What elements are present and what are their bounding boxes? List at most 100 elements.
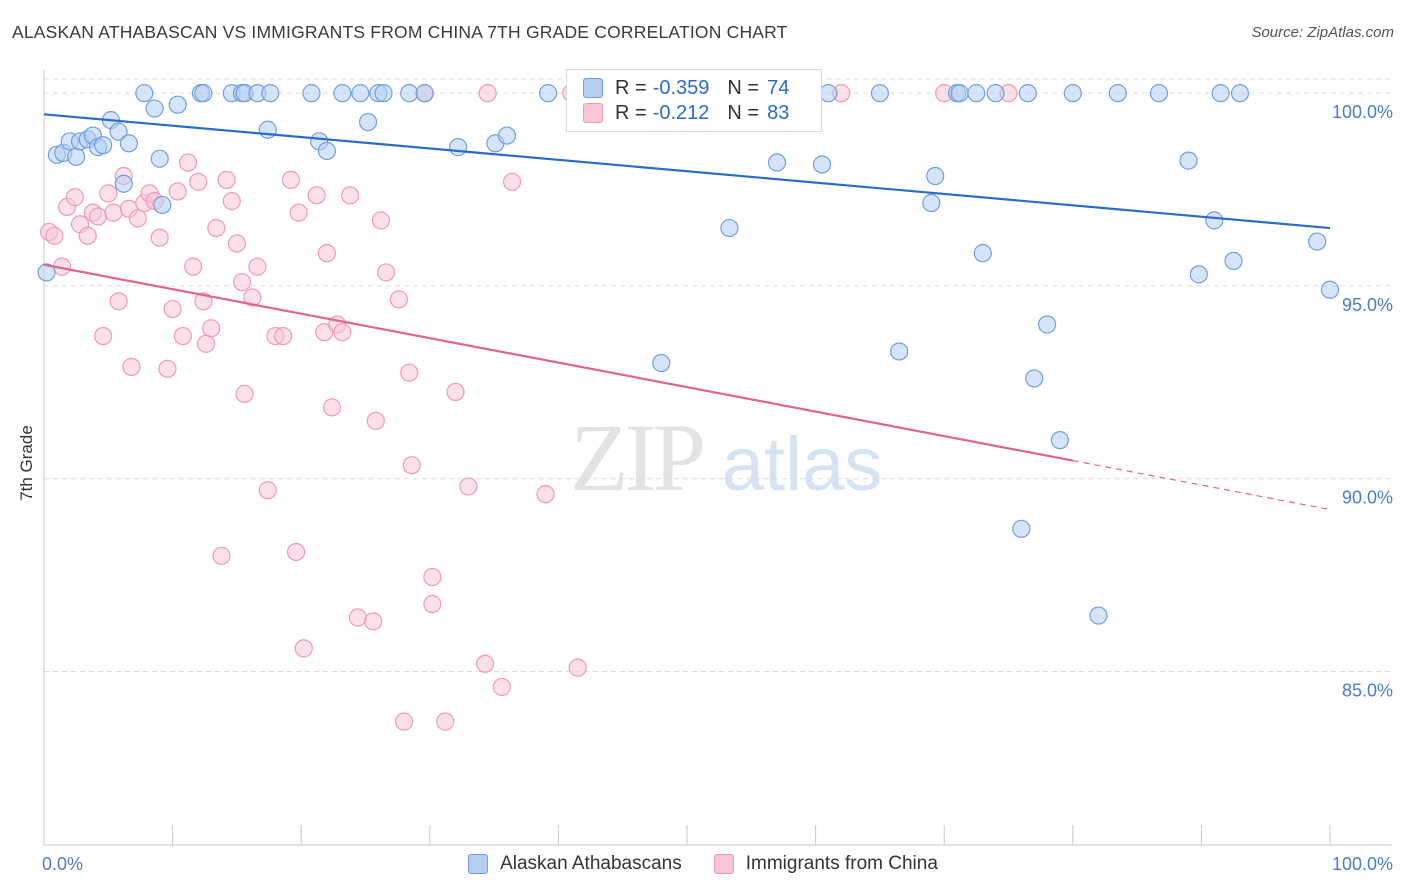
china-point [248,257,267,276]
athabascan-point [67,147,86,166]
athabascan-point [1189,265,1208,284]
x-tick-label: 100.0% [1332,854,1393,874]
athabascan-point [374,84,393,103]
legend-series-name: Immigrants from China [745,853,938,874]
china-point [446,382,465,402]
china-point [348,608,367,627]
athabascan-point [415,84,434,103]
china-point [400,363,419,382]
trend-line-0 [43,113,1331,230]
china-point [168,182,187,201]
athabascan-point [1308,232,1327,251]
china-point [394,712,414,731]
china-point [217,170,236,189]
china-point [150,228,169,247]
series-immigrants-from-china [40,84,1018,731]
china-point [104,203,123,222]
china-point [286,542,306,562]
athabascan-point [497,126,517,145]
athabascan-point [114,174,133,193]
series-alaskan-athabascans [37,84,1340,625]
athabascan-point [153,195,172,215]
athabascan-point [1108,84,1127,103]
trend-line-dashed-1 [1072,459,1331,511]
china-point [178,153,198,172]
athabascan-point [1050,431,1070,450]
china-point [536,485,555,504]
china-point [212,546,231,565]
watermark: ZIP atlas [570,404,882,511]
legend-r-label: R = [615,101,647,124]
y-axis-label: 7th Grade [17,425,36,501]
legend-series-name: Alaskan Athabascans [500,853,682,874]
athabascan-point [652,353,671,373]
source-label: Source: ZipAtlas.com [1251,24,1394,41]
china-point [389,290,409,309]
legend-swatch-pink [713,854,734,874]
china-point [184,257,203,276]
athabascan-point [358,112,378,132]
athabascan-point [922,193,941,213]
athabascan-point [926,166,945,186]
athabascan-point [1320,280,1340,299]
china-point [274,326,293,346]
china-point [173,326,192,346]
athabascan-point [1211,84,1230,103]
athabascan-point [94,136,113,155]
athabascan-point [351,84,370,103]
y-tick-label: 100.0% [1332,102,1393,122]
legend-swatch-blue [468,854,489,874]
athabascan-point [819,84,838,103]
china-point [436,712,455,731]
athabascan-point [870,84,890,103]
athabascan-point [168,95,187,114]
china-point [294,639,313,658]
legend-swatch-pink [583,103,603,123]
axes [43,70,1392,846]
watermark-atlas: atlas [722,422,883,507]
china-point [459,477,478,496]
china-point [243,288,262,307]
y-tick-label: 85.0% [1342,680,1393,700]
china-point [45,226,64,245]
legend-r-value: -0.212 [652,101,710,124]
china-point [194,292,213,311]
china-point [65,188,84,207]
china-point [227,234,246,253]
china-point [202,319,221,338]
athabascan-point [812,155,832,174]
athabascan-point [539,84,558,103]
y-tick-label: 90.0% [1342,488,1393,508]
athabascan-point [1012,519,1031,538]
legend-swatch-blue [583,78,603,98]
legend-r-value: -0.359 [652,76,710,99]
china-point [88,207,108,226]
legend-n-label: N = [727,101,760,124]
trend-lines [43,113,1331,511]
china-point [423,567,442,587]
china-point [128,209,147,228]
china-point [189,172,208,191]
athabascan-point [145,99,164,118]
legend-item-immigrants-from-china[interactable]: Immigrants from China [713,853,938,875]
tick-labels: 85.0% 90.0% 95.0% 100.0% 0.0% 100.0% [42,102,1393,874]
watermark-zip: ZIP [570,404,703,511]
china-point [158,359,177,378]
athabascan-point [119,134,138,153]
athabascan-point [448,138,468,157]
athabascan-point [967,84,986,103]
china-point [492,677,511,697]
legend-n-value: 83 [767,101,790,124]
athabascan-point [150,149,169,168]
china-point [333,323,352,342]
athabascan-point [890,342,909,361]
china-point [503,172,522,191]
china-point [371,211,391,230]
legend-item-alaskan-athabascans[interactable]: Alaskan Athabascans [468,853,682,875]
athabascan-point [986,84,1005,103]
china-point [289,203,308,222]
legend-row-pink: R = -0.212 N = 83 [583,101,789,125]
china-point [281,170,301,189]
china-point [475,654,495,673]
china-point [99,184,118,203]
